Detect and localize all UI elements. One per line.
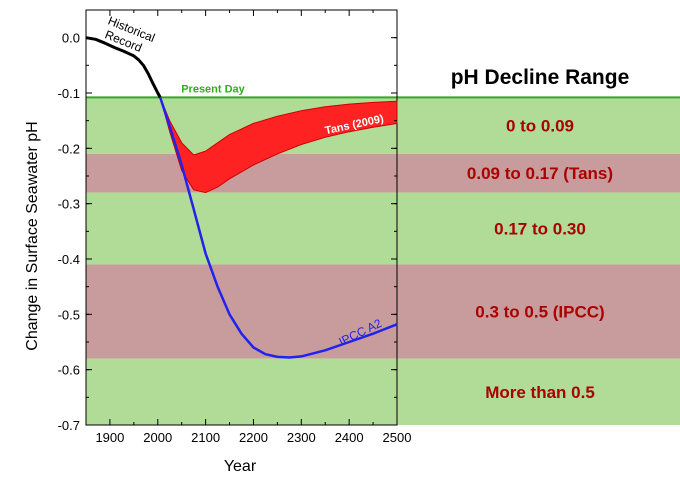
band-2 [86, 192, 680, 265]
y-tick-label-6: -0.6 [58, 363, 80, 378]
band-label-0: 0 to 0.09 [506, 117, 574, 136]
y-tick-label-2: -0.2 [58, 141, 80, 156]
y-tick-label-5: -0.5 [58, 307, 80, 322]
x-axis-title: Year [224, 458, 257, 475]
tans-band [159, 97, 398, 194]
y-tick-label-1: -0.1 [58, 86, 80, 101]
band-label-1: 0.09 to 0.17 (Tans) [467, 164, 613, 183]
y-tick-label-0: 0.0 [62, 31, 80, 46]
y-axis-title: Change in Surface Seawater pH [24, 121, 41, 350]
band-label-3: 0.3 to 0.5 (IPCC) [475, 303, 604, 322]
x-tick-label-1: 2000 [143, 430, 172, 445]
ipcc-line [159, 97, 398, 359]
panel-title: pH Decline Range [451, 66, 630, 89]
bands-layer [86, 97, 680, 425]
x-tick-label-3: 2200 [239, 430, 268, 445]
historical-line [85, 36, 162, 99]
x-tick-label-0: 1900 [95, 430, 124, 445]
x-tick-label-2: 2100 [191, 430, 220, 445]
ticks-layer: 1900 2000 2100 2200 2300 2400 2500 0.0 -0.1 -0.2 -… [58, 10, 412, 445]
x-tick-label-5: 2400 [335, 430, 364, 445]
band-4 [86, 358, 680, 425]
band-3 [86, 264, 680, 359]
band-label-4: More than 0.5 [485, 383, 595, 402]
y-tick-label-7: -0.7 [58, 418, 80, 433]
present-day-label: Present Day [181, 83, 245, 95]
historical-label: HistoricalRecord [101, 14, 157, 58]
y-tick-label-4: -0.4 [58, 252, 80, 267]
y-tick-label-3: -0.3 [58, 197, 80, 212]
x-tick-label-4: 2300 [287, 430, 316, 445]
plot-area [85, 9, 680, 426]
series-layer [85, 36, 398, 359]
x-tick-label-6: 2500 [383, 430, 412, 445]
band-label-2: 0.17 to 0.30 [494, 220, 586, 239]
plot-frame [85, 9, 398, 426]
